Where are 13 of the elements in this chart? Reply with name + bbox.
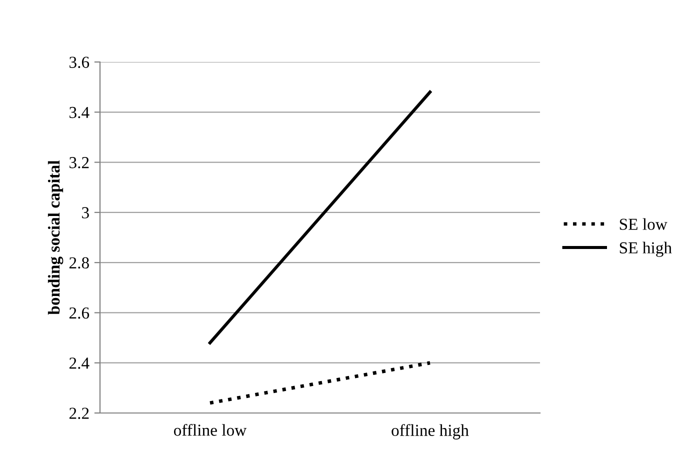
y-tick-label: 3.2	[70, 157, 89, 168]
y-axis-title: bonding social capital	[48, 160, 64, 315]
legend-label: SE low	[620, 218, 668, 230]
y-tick-label: 3	[82, 207, 89, 218]
y-tick-label: 2.2	[69, 408, 89, 420]
y-tick-label: 2.4	[69, 358, 90, 369]
legend-label: SE high	[620, 242, 672, 257]
y-tick-label: 2.8	[69, 257, 89, 269]
x-tick-label: offline high	[392, 424, 469, 440]
x-tick-label: offline low	[174, 424, 247, 436]
y-tick-label: 2.6	[69, 307, 90, 319]
y-tick-label: 3.4	[70, 106, 90, 118]
y-tick-label: 3.6	[70, 56, 90, 68]
